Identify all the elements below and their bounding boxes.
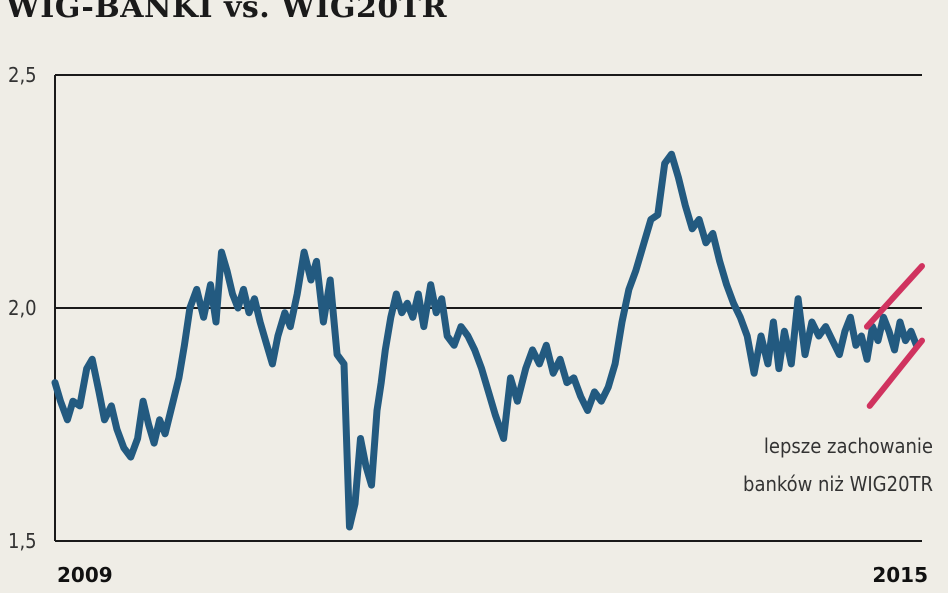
series-line-0 [51, 150, 920, 531]
trend-channel-layer [863, 263, 925, 409]
y-tick-label: 1,5 [8, 529, 37, 553]
x-tick-label: 2009 [57, 563, 113, 587]
trend-line-upper [863, 263, 925, 330]
annotation-line-2: banków niż WIG20TR [743, 472, 933, 496]
trend-line-lower [866, 337, 925, 409]
chart-title: WIG-BANKI vs. WIG20TR [6, 0, 448, 25]
line-layer [51, 150, 920, 531]
annotation-line-1: lepsze zachowanie [764, 434, 933, 458]
y-tick-label: 2,5 [8, 63, 37, 87]
y-tick-label: 2,0 [8, 296, 37, 320]
tick-label-layer: 2,5 2,0 1,5 2009 2015 [8, 63, 928, 587]
x-tick-label: 2015 [872, 563, 928, 587]
